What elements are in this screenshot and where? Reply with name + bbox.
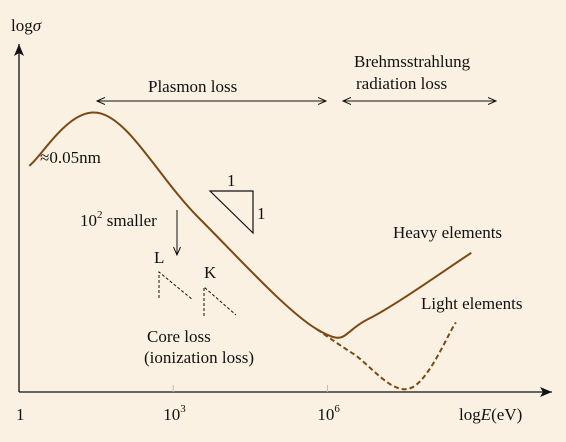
core-loss-label-line2: (ionization loss) [144,348,254,367]
core-loss-label-line1: Core loss [147,327,211,346]
series-heavy-elements-line [28,111,472,339]
x-tick-label-1: 103 [163,403,186,424]
slope-triangle [208,190,254,235]
brems-label-line2: radiation loss [356,74,447,93]
x-ticks: 1 103 106 [16,385,340,424]
edge-L-marker [158,270,194,301]
slope-run-label: 1 [227,171,236,190]
x-tick-label-0: 1 [16,405,25,424]
series-light-elements-line [316,321,457,391]
smaller-label: 102 smaller [80,209,157,230]
edge-K-marker [203,285,237,316]
series-heavy-elements-label: Heavy elements [393,223,502,242]
slope-rise-label: 1 [257,204,266,223]
edge-K-label: K [204,263,217,282]
x-axis-title: logE(eV) [459,405,522,424]
brems-label-line1: Brehmsstrahlung [354,52,471,71]
wavelength-label: ≈0.05nm [40,148,101,167]
plasmon-loss-label: Plasmon loss [148,77,237,96]
series-light-elements-label: Light elements [421,294,523,313]
x-tick-label-2: 106 [317,403,340,424]
y-axis-title: logσ [11,16,42,35]
edge-L-label: L [154,248,164,267]
